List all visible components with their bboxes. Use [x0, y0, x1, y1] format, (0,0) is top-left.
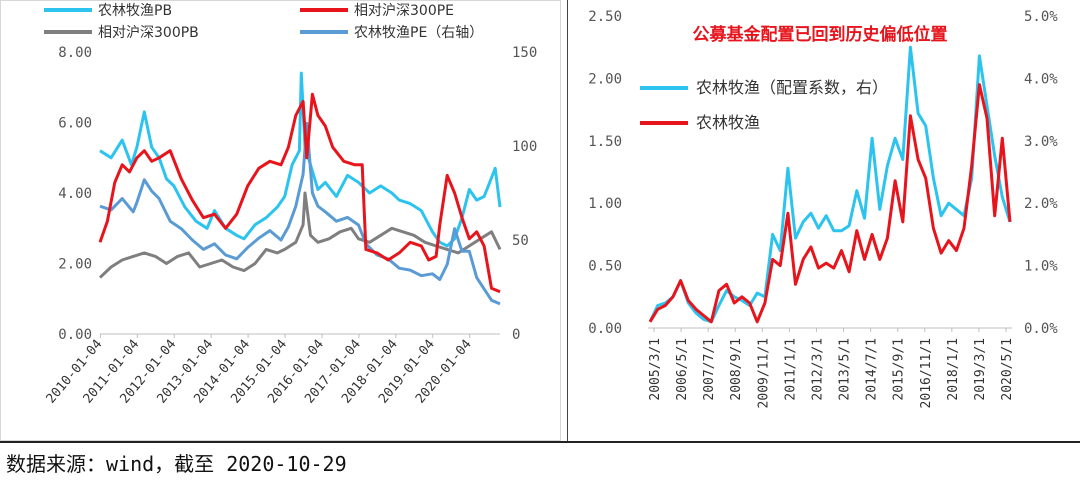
x-tick-label: 2009/11/1	[756, 338, 771, 408]
source-note: 数据来源：wind，截至 2020-10-29	[6, 452, 347, 476]
divider-rule	[0, 441, 1080, 443]
right-y-tick-label: 2.0%	[1024, 196, 1058, 212]
right-chart: 0.00 0.50 1.00 1.50 2.00 2.50 0.0% 1.0% 2.0% 3.0%…	[588, 9, 1058, 408]
right-y-tick-label: 50	[512, 233, 529, 249]
x-tick-label: 2005/3/1	[648, 338, 663, 401]
x-tick-label: 2020/5/1	[1000, 338, 1015, 401]
right-y-tick-label: 3.0%	[1024, 134, 1058, 150]
x-tick-label: 2011/1/1	[783, 338, 798, 401]
right-y-tick-label: 5.0%	[1024, 9, 1058, 25]
legend-label: 农林牧渔	[696, 113, 760, 132]
x-tick-label: 2008/9/1	[729, 338, 744, 401]
left-y-tick-label: 1.50	[588, 134, 622, 150]
left-y-tick-label: 0.00	[58, 327, 92, 343]
left-chart: 0.002.004.006.008.000501001502010-01-042…	[44, 3, 538, 407]
series-line-4	[99, 121, 501, 306]
left-y-tick-label: 0.50	[588, 259, 622, 275]
x-tick-label: 2015/9/1	[892, 338, 907, 401]
legend-label: 相对沪深300PB	[98, 25, 199, 41]
chart-title: 公募基金配置已回到历史偏低位置	[693, 24, 948, 45]
right-y-tick-label: 100	[512, 139, 537, 155]
x-tick-label: 2007/7/1	[702, 338, 717, 401]
x-tick-label: 2019/3/1	[973, 338, 988, 401]
left-chart-frame	[0, 0, 561, 441]
x-tick-label: 2013/5/1	[838, 338, 853, 401]
left-y-tick-label: 2.00	[58, 257, 92, 273]
right-chart-frame	[567, 0, 1080, 441]
series-line-3	[98, 191, 502, 279]
left-y-tick-label: 4.00	[58, 186, 92, 202]
right-y-tick-label: 1.0%	[1024, 259, 1058, 275]
series-line-2	[648, 83, 1012, 324]
left-y-tick-label: 2.50	[588, 9, 622, 25]
x-tick-label: 2006/5/1	[675, 338, 690, 401]
left-y-tick-label: 6.00	[58, 116, 92, 132]
legend-label: 相对沪深300PE	[354, 3, 454, 19]
x-tick-label: 2012/3/1	[810, 338, 825, 401]
right-y-tick-label: 4.0%	[1024, 71, 1058, 87]
right-y-tick-label: 150	[512, 45, 537, 61]
left-y-tick-label: 8.00	[58, 45, 92, 61]
x-tick-label: 2016/11/1	[919, 338, 934, 408]
legend-label: 农林牧渔（配置系数，右）	[696, 78, 888, 97]
right-y-tick-label: 0	[512, 327, 520, 343]
x-tick-label: 2018/1/1	[946, 338, 961, 401]
series-line-2	[98, 92, 501, 294]
left-y-tick-label: 1.00	[588, 196, 622, 212]
x-tick-label: 2014/7/1	[865, 338, 880, 401]
left-y-tick-label: 0.00	[588, 321, 622, 337]
legend-label: 农林牧渔PE（右轴）	[354, 25, 483, 41]
left-y-tick-label: 2.00	[588, 71, 622, 87]
legend-label: 农林牧渔PB	[98, 3, 172, 19]
right-y-tick-label: 0.0%	[1024, 321, 1058, 337]
